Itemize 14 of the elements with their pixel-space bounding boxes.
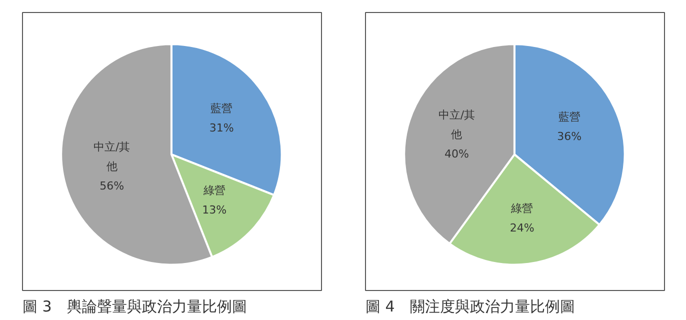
data-label: 36% [557,130,582,144]
slice-label: 中立/其他 [93,140,130,174]
data-label: 56% [100,180,124,193]
slice-label: 中立/其他 [438,108,476,141]
data-label: 31% [209,121,234,134]
text: 圖 3 輿論聲量與政治力量比例圖 [22,298,247,316]
slice-label: 綠營 [510,202,534,216]
data-label: 40% [444,147,469,160]
slice-label: 藍營 [210,102,233,115]
slice-label: 綠營 [202,184,226,197]
data-label: 24% [510,222,534,235]
slice-label: 藍營 [558,110,580,124]
data-label: 13% [202,203,227,216]
text: 圖 4 關注度與政治力量比例圖 [366,298,575,316]
